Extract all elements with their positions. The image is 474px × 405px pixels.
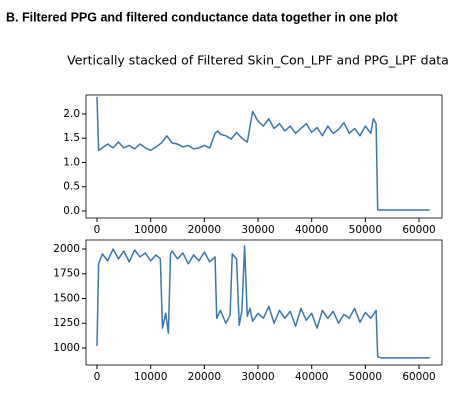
x-tick-label: 40000 <box>295 371 328 383</box>
y-tick-label: 1750 <box>53 268 80 280</box>
data-line <box>96 245 430 359</box>
y-tick-label: 2000 <box>53 243 80 255</box>
y-tick-label: 1000 <box>53 342 80 354</box>
y-tick-label: 2.0 <box>63 108 80 120</box>
x-tick-label: 0 <box>94 224 101 236</box>
y-tick-label: 0.0 <box>63 205 80 217</box>
x-tick-label: 0 <box>94 371 101 383</box>
x-tick-label: 10000 <box>134 371 167 383</box>
x-tick-label: 30000 <box>241 224 274 236</box>
y-tick-label: 1.5 <box>63 132 80 144</box>
x-tick-label: 50000 <box>349 371 382 383</box>
y-tick-label: 1.0 <box>63 156 80 168</box>
y-tick-label: 0.5 <box>63 181 80 193</box>
suptitle: Vertically stacked of Filtered Skin_Con_… <box>67 53 449 68</box>
y-tick-label: 1500 <box>53 292 80 304</box>
y-tick-label: 1250 <box>53 317 80 329</box>
data-line <box>96 96 430 211</box>
x-tick-label: 20000 <box>188 224 221 236</box>
heading: B. Filtered PPG and filtered conductance… <box>6 10 399 24</box>
x-tick-label: 40000 <box>295 224 328 236</box>
x-tick-label: 60000 <box>402 371 435 383</box>
axes-frame <box>85 239 443 366</box>
x-tick-label: 60000 <box>402 224 435 236</box>
x-tick-label: 10000 <box>134 224 167 236</box>
x-tick-label: 30000 <box>241 371 274 383</box>
x-tick-label: 20000 <box>188 371 221 383</box>
x-tick-label: 50000 <box>349 224 382 236</box>
axes-frame <box>85 94 443 219</box>
